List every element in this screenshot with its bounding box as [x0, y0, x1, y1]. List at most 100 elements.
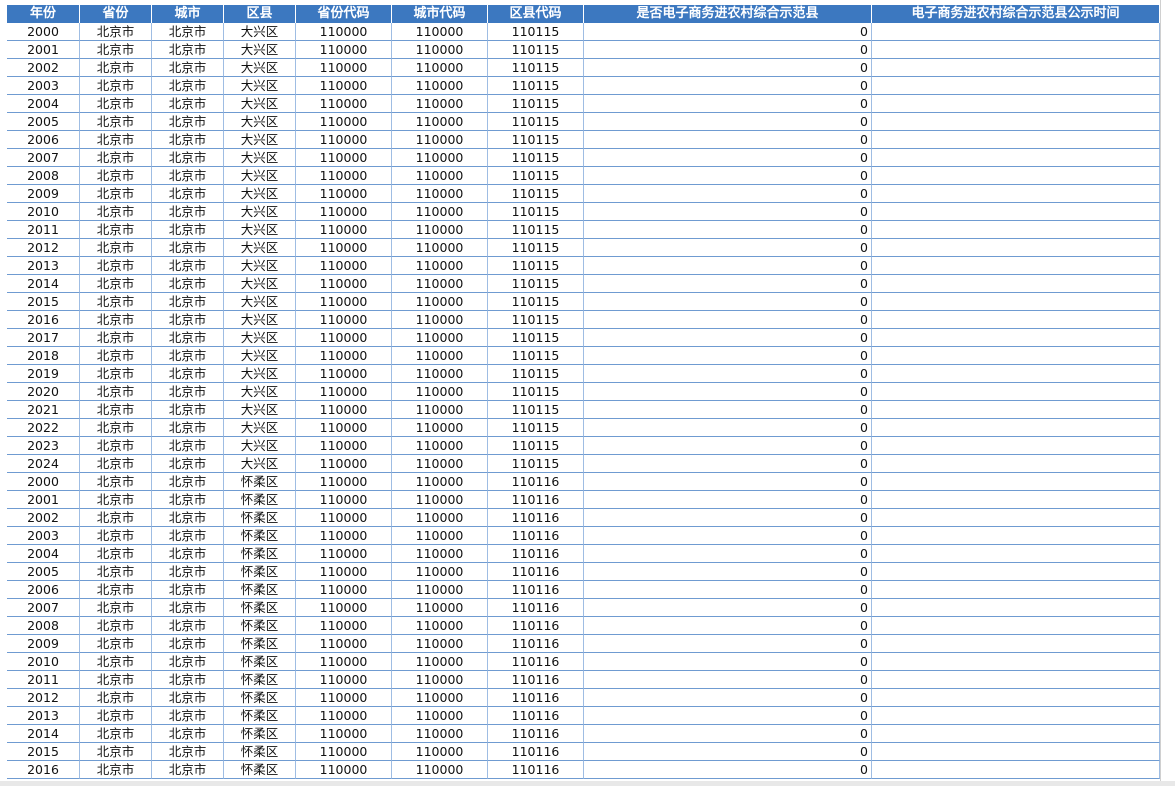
table-cell: 110116 [488, 725, 584, 743]
table-cell [872, 671, 1160, 689]
table-cell: 北京市 [80, 311, 152, 329]
table-cell [872, 437, 1160, 455]
table-cell: 大兴区 [224, 23, 296, 41]
table-cell: 北京市 [152, 419, 224, 437]
table-cell: 110000 [296, 743, 392, 761]
table-cell: 110000 [296, 491, 392, 509]
table-cell: 110000 [296, 329, 392, 347]
table-cell: 2006 [7, 131, 80, 149]
table-cell: 北京市 [152, 185, 224, 203]
table-cell: 110116 [488, 581, 584, 599]
table-cell: 110000 [296, 347, 392, 365]
table-cell: 北京市 [152, 23, 224, 41]
table-cell [872, 401, 1160, 419]
table-cell [872, 689, 1160, 707]
table-cell: 110000 [296, 203, 392, 221]
table-cell: 110116 [488, 707, 584, 725]
table-cell: 110000 [392, 761, 488, 779]
table-cell: 110000 [392, 545, 488, 563]
table-cell: 大兴区 [224, 257, 296, 275]
table-cell: 110000 [296, 383, 392, 401]
table-cell: 0 [584, 743, 872, 761]
table-cell: 北京市 [80, 599, 152, 617]
table-cell: 北京市 [152, 599, 224, 617]
table-cell: 北京市 [152, 383, 224, 401]
table-cell: 2001 [7, 491, 80, 509]
table-cell: 怀柔区 [224, 563, 296, 581]
table-cell: 110000 [392, 743, 488, 761]
table-cell: 0 [584, 509, 872, 527]
table-cell: 2015 [7, 293, 80, 311]
table-cell: 110000 [296, 707, 392, 725]
table-cell: 大兴区 [224, 329, 296, 347]
table-cell: 北京市 [80, 23, 152, 41]
table-cell: 0 [584, 239, 872, 257]
table-cell: 110000 [392, 617, 488, 635]
table-cell: 怀柔区 [224, 473, 296, 491]
table-cell: 0 [584, 671, 872, 689]
table-cell [872, 131, 1160, 149]
column-header: 城市 [152, 5, 224, 23]
table-cell: 北京市 [80, 185, 152, 203]
table-cell: 110000 [392, 365, 488, 383]
table-cell: 110000 [296, 311, 392, 329]
table-cell: 大兴区 [224, 275, 296, 293]
table-cell: 2017 [7, 329, 80, 347]
table-cell: 110000 [296, 131, 392, 149]
table-cell: 北京市 [80, 509, 152, 527]
table-cell: 0 [584, 347, 872, 365]
table-cell: 110000 [296, 239, 392, 257]
table-cell: 2011 [7, 221, 80, 239]
table-cell: 大兴区 [224, 203, 296, 221]
table-cell: 北京市 [80, 149, 152, 167]
table-cell: 怀柔区 [224, 653, 296, 671]
table-cell [872, 617, 1160, 635]
table-cell: 2012 [7, 689, 80, 707]
table-cell [872, 473, 1160, 491]
table-cell: 110116 [488, 563, 584, 581]
table-cell: 110000 [296, 221, 392, 239]
table-cell: 2019 [7, 365, 80, 383]
table-cell [872, 41, 1160, 59]
table-cell: 北京市 [152, 581, 224, 599]
table-cell: 110115 [488, 275, 584, 293]
table-cell: 0 [584, 689, 872, 707]
table-cell: 北京市 [80, 95, 152, 113]
table-cell: 110000 [392, 95, 488, 113]
table-cell: 0 [584, 221, 872, 239]
table-cell: 2016 [7, 311, 80, 329]
table-cell: 110000 [392, 689, 488, 707]
table-cell: 北京市 [152, 41, 224, 59]
table-cell [872, 329, 1160, 347]
table-cell: 110000 [296, 725, 392, 743]
spreadsheet: 年份 省份 城市 区县 省份代码 城市代码 区县代码 是否电子商务进农村综合示范县 电子商务进农… [7, 5, 1160, 781]
table-cell: 110115 [488, 239, 584, 257]
table-cell: 110000 [296, 473, 392, 491]
table-cell: 110116 [488, 761, 584, 779]
table-cell: 2023 [7, 437, 80, 455]
table-cell: 110000 [392, 563, 488, 581]
table-cell [872, 491, 1160, 509]
table-cell: 大兴区 [224, 41, 296, 59]
table-cell: 2010 [7, 203, 80, 221]
table-cell: 大兴区 [224, 455, 296, 473]
table-cell: 110115 [488, 293, 584, 311]
table-cell: 北京市 [152, 455, 224, 473]
table-cell [872, 275, 1160, 293]
table-cell: 北京市 [80, 455, 152, 473]
table-cell: 110115 [488, 131, 584, 149]
table-cell: 北京市 [80, 275, 152, 293]
scroll-bar [0, 781, 1175, 786]
table-cell: 110000 [296, 275, 392, 293]
table-cell: 北京市 [80, 59, 152, 77]
table-cell: 0 [584, 707, 872, 725]
table-cell: 0 [584, 617, 872, 635]
table-cell: 大兴区 [224, 365, 296, 383]
table-cell: 北京市 [80, 617, 152, 635]
table-cell: 北京市 [152, 473, 224, 491]
table-cell: 北京市 [152, 761, 224, 779]
table-cell: 2002 [7, 509, 80, 527]
table-cell: 北京市 [80, 527, 152, 545]
table-cell: 2020 [7, 383, 80, 401]
table-cell: 北京市 [152, 59, 224, 77]
